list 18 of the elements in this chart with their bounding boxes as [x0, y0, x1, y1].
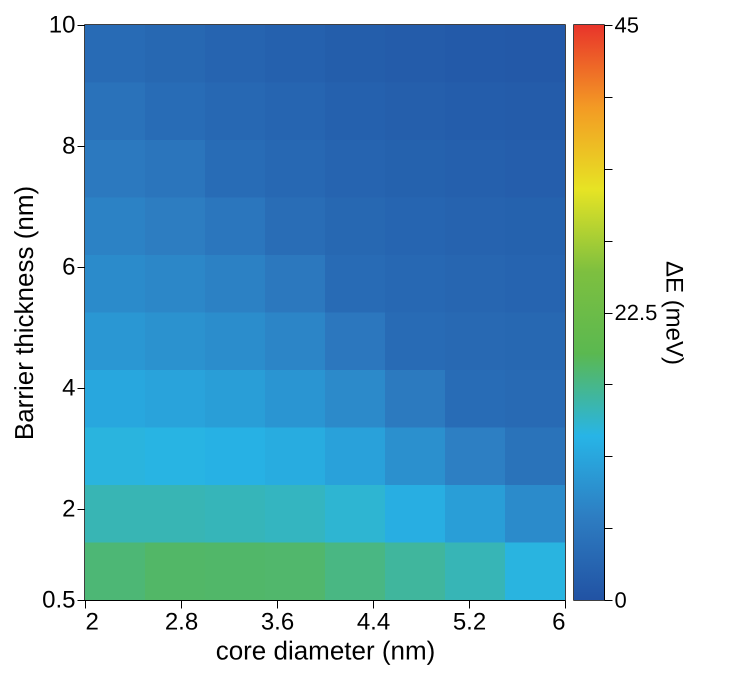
x-tick-label: 6	[552, 608, 566, 636]
y-tick-label: 8	[62, 132, 76, 160]
y-tick-label: 10	[48, 12, 76, 38]
x-tick-label: 4.4	[356, 608, 390, 636]
x-tick-label: 2.8	[164, 608, 198, 636]
y-tick-label: 6	[62, 254, 76, 281]
x-tick-label: 3.6	[260, 608, 294, 636]
color-bar-label: 45	[614, 12, 639, 38]
y-tick-label: 4	[62, 374, 76, 402]
y-axis-title: Barrier thickness (nm)	[9, 186, 40, 440]
color-bar-label: 22.5	[614, 300, 658, 325]
x-tick-label: 5.2	[452, 608, 486, 636]
y-tick-label: 0.5	[42, 586, 76, 614]
color-bar-label: 0	[614, 588, 627, 612]
x-axis-title: core diameter (nm)	[216, 636, 436, 666]
y-tick-label: 2	[62, 496, 76, 523]
color-bar-title: ΔE (meV)	[660, 260, 688, 366]
x-tick-label: 2	[86, 608, 99, 636]
